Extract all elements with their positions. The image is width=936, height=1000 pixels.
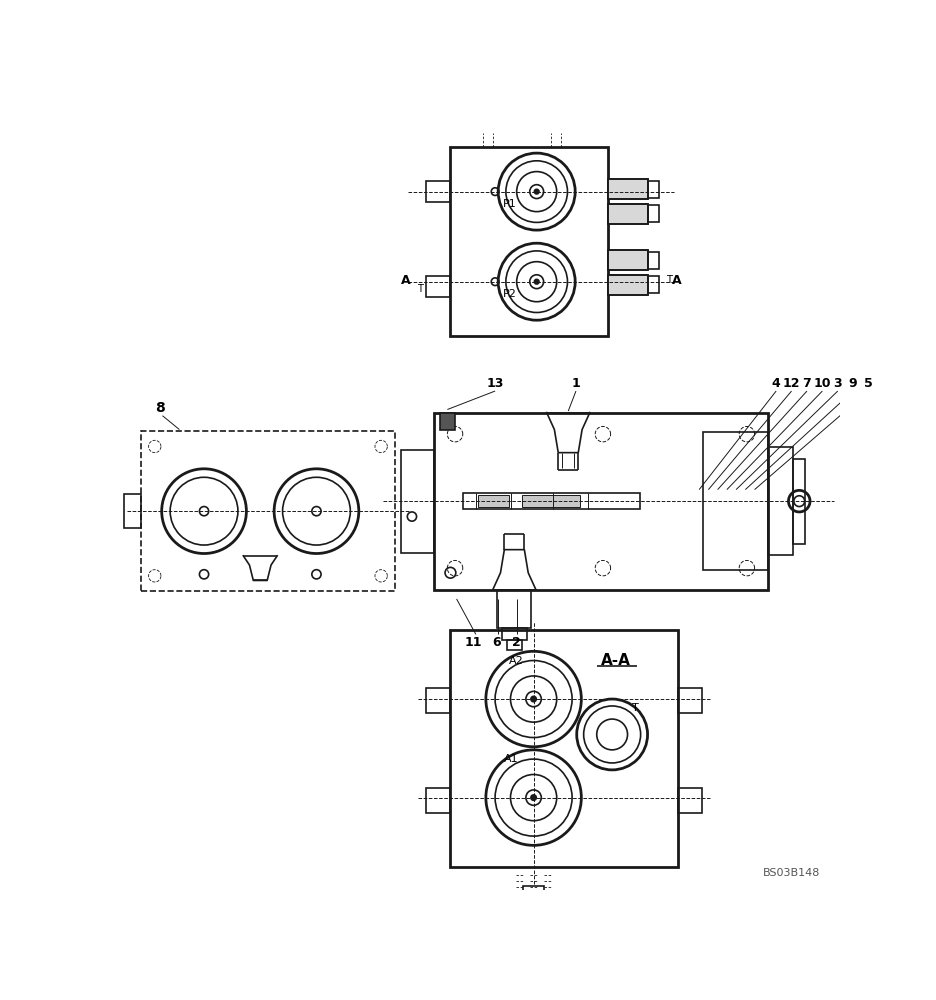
Text: 1: 1 [572,377,580,390]
Bar [141,431,395,591]
Text: A: A [401,274,410,287]
Bar [608,204,649,224]
Bar [478,495,509,507]
Text: T: T [666,275,672,285]
Bar [608,179,649,199]
Bar [426,276,450,297]
Text: 6: 6 [492,636,501,649]
Circle shape [531,795,536,800]
Circle shape [534,189,539,194]
Bar [608,275,649,295]
Bar [462,493,640,509]
Text: 10: 10 [813,377,831,390]
Text: 13: 13 [487,377,504,390]
Text: P2: P2 [503,289,517,299]
Text: T: T [632,703,638,713]
Text: 2: 2 [511,636,520,649]
Text: 12: 12 [782,377,800,390]
Text: A: A [672,274,681,287]
Bar [506,640,522,650]
Circle shape [534,279,539,284]
Bar [608,204,649,224]
Text: 9: 9 [849,377,857,390]
Circle shape [531,696,536,702]
Text: 8: 8 [155,401,165,415]
Bar [649,252,659,269]
Bar [703,432,768,570]
Text: 5: 5 [864,377,873,390]
Text: 3: 3 [833,377,842,390]
Bar [527,902,540,912]
Bar [433,413,768,590]
Bar [450,147,608,336]
Bar [649,205,659,222]
Bar [426,788,450,813]
Text: 11: 11 [465,636,482,649]
Bar [450,630,678,867]
Text: P1: P1 [503,199,517,209]
Text: T: T [417,284,423,294]
Bar [649,181,659,198]
Bar [768,447,793,555]
Text: BS03B148: BS03B148 [763,868,820,878]
Bar [124,494,141,528]
Bar [502,628,527,640]
Bar [497,590,532,628]
Text: A2: A2 [509,656,524,666]
Bar [523,886,545,902]
Text: 7: 7 [802,377,812,390]
Bar [608,179,649,199]
Text: 4: 4 [772,377,781,390]
Bar [678,688,702,713]
Bar [522,495,579,507]
Bar [649,276,659,293]
Bar [608,250,649,270]
Bar [678,788,702,813]
Text: A1: A1 [505,754,519,764]
Bar [402,450,433,553]
Bar [440,413,455,430]
Bar [426,688,450,713]
Text: A-A: A-A [601,653,631,668]
Bar [793,459,805,544]
Bar [608,250,649,270]
Bar [608,275,649,295]
Bar [426,181,450,202]
